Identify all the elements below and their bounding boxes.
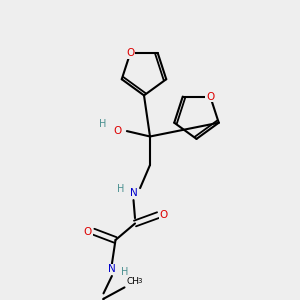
Text: O: O [126, 48, 134, 58]
Text: CH: CH [127, 278, 140, 286]
Text: H: H [117, 184, 124, 194]
Text: O: O [84, 226, 92, 237]
Text: O: O [206, 92, 214, 102]
Text: 3: 3 [137, 278, 142, 284]
Text: H: H [99, 118, 106, 129]
Text: O: O [113, 126, 121, 136]
Text: H: H [121, 267, 128, 278]
Text: N: N [108, 264, 116, 274]
Text: N: N [130, 188, 137, 199]
Text: O: O [159, 210, 168, 220]
